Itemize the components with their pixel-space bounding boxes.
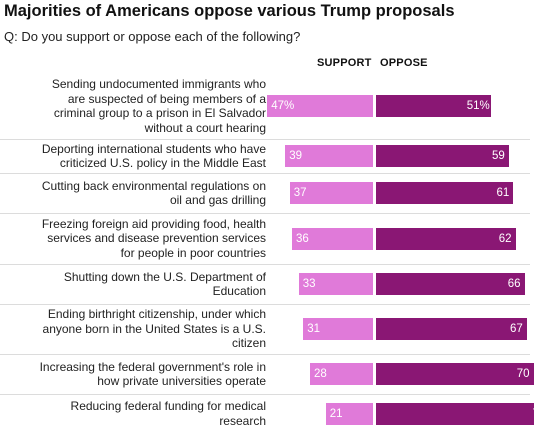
oppose-column-header: OPPOSE — [380, 57, 428, 69]
oppose-value-label: 77 — [525, 403, 534, 425]
support-value-label: 31 — [307, 323, 321, 335]
oppose-bar — [376, 273, 525, 295]
oppose-bar — [376, 318, 527, 340]
support-bar — [292, 228, 373, 250]
oppose-bar — [376, 363, 534, 385]
chart-title: Majorities of Americans oppose various T… — [4, 2, 455, 20]
oppose-bar — [376, 182, 514, 204]
oppose-bar — [376, 403, 534, 425]
oppose-value-label: 61 — [496, 187, 510, 199]
row-divider — [0, 394, 530, 395]
row-divider — [0, 173, 530, 174]
oppose-value-label: 62 — [498, 233, 512, 245]
support-bar — [267, 95, 373, 117]
chart-row: Sending undocumented immigrants who are s… — [0, 74, 534, 138]
oppose-value-label: 67 — [509, 323, 523, 335]
category-label: Increasing the federal government's role… — [39, 359, 266, 389]
chart-row: Freezing foreign aid providing food, hea… — [0, 213, 534, 263]
support-column-header: SUPPORT — [317, 57, 372, 69]
row-divider — [0, 304, 530, 305]
support-bar — [310, 363, 373, 385]
oppose-value-label: 51% — [466, 100, 490, 112]
oppose-bar — [376, 228, 516, 250]
row-divider — [0, 354, 530, 355]
category-label: Ending birthright citizenship, under whi… — [42, 307, 266, 351]
support-bar — [289, 182, 373, 204]
support-value-label: 36 — [296, 233, 309, 245]
support-value-label: 37 — [293, 187, 307, 199]
chart-row: Ending birthright citizenship, under whi… — [0, 304, 534, 353]
support-value-label: 28 — [314, 368, 327, 380]
chart-row: Deporting international students who hav… — [0, 139, 534, 172]
oppose-value-label: 59 — [491, 150, 505, 162]
row-divider — [0, 139, 530, 140]
support-value-label: 47% — [271, 100, 295, 112]
chart-row: Increasing the federal government's role… — [0, 354, 534, 393]
category-label: Sending undocumented immigrants who are s… — [51, 77, 266, 135]
chart-row: Shutting down the U.S. Department of Educ… — [0, 264, 534, 303]
chart-subtitle: Q: Do you support or oppose each of the … — [4, 29, 301, 44]
oppose-bar — [376, 95, 491, 117]
support-value-label: 33 — [302, 278, 316, 290]
support-value-label: 21 — [329, 408, 343, 420]
support-bar — [325, 403, 373, 425]
category-label: Freezing foreign aid providing food, hea… — [41, 216, 266, 260]
oppose-bar — [376, 145, 509, 167]
category-label: Cutting back environmental regulations o… — [41, 178, 266, 208]
oppose-value-label: 66 — [507, 278, 521, 290]
category-label: Shutting down the U.S. Department of Educ… — [63, 269, 266, 299]
row-divider — [0, 264, 530, 265]
support-bar — [285, 145, 373, 167]
support-value-label: 39 — [289, 150, 303, 162]
oppose-value-label: 70 — [516, 368, 530, 380]
category-label: Reducing federal funding for medical rese… — [70, 399, 266, 428]
category-label: Deporting international students who hav… — [41, 141, 266, 171]
chart-row: Cutting back environmental regulations o… — [0, 173, 534, 212]
chart-row: Reducing federal funding for medical rese… — [0, 394, 534, 432]
support-bar — [298, 273, 373, 295]
support-bar — [303, 318, 373, 340]
row-divider — [0, 213, 530, 214]
